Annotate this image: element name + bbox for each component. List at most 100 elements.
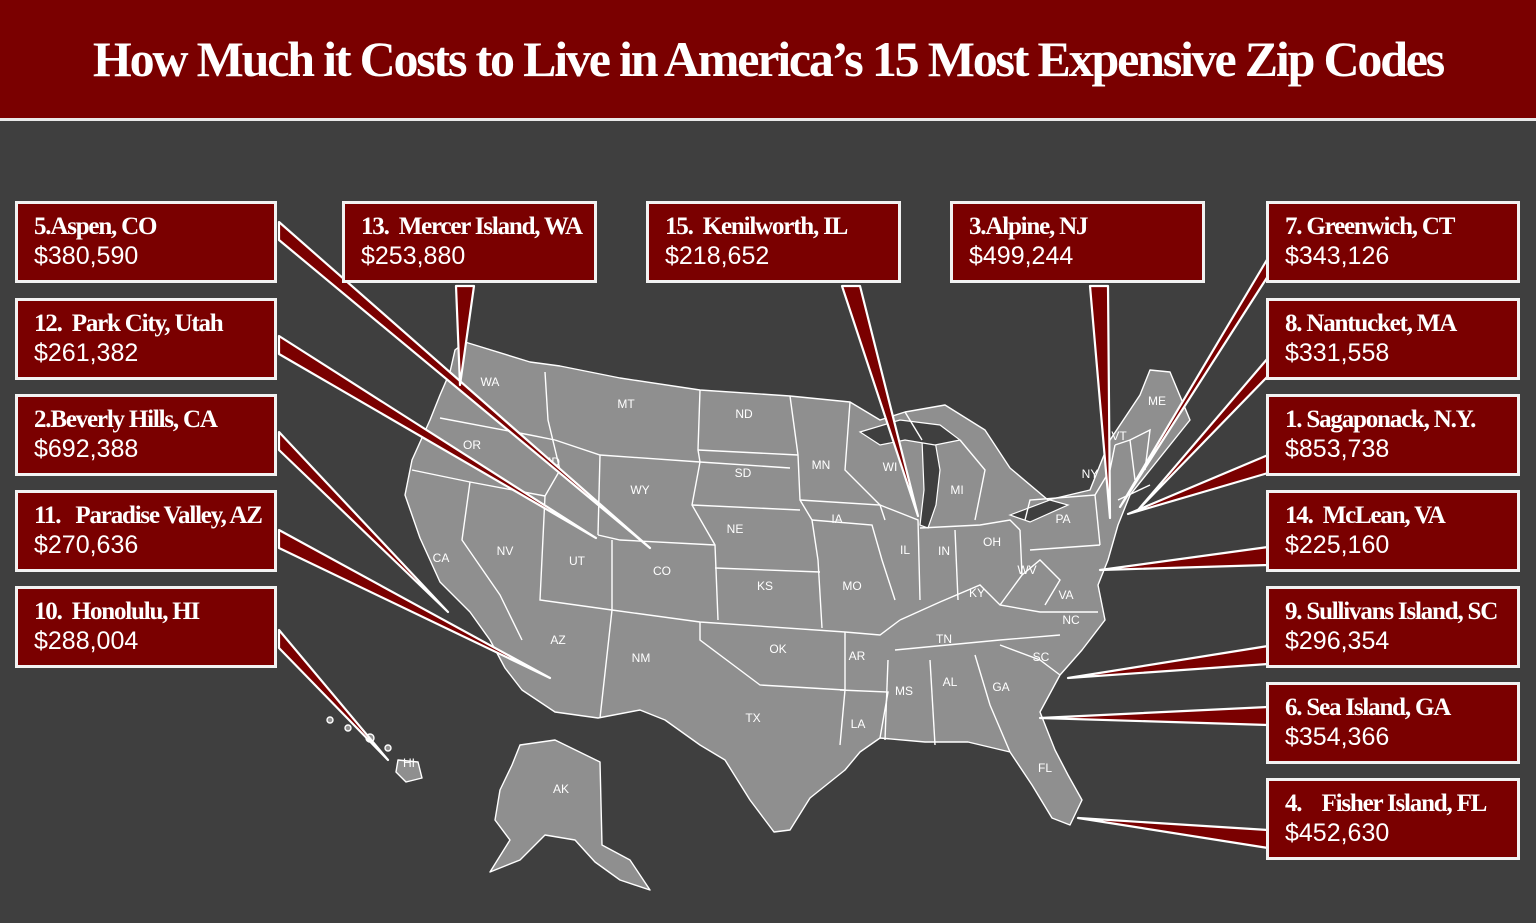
zip-card-alpine: 3.Alpine, NJ $499,244 (950, 201, 1205, 283)
callout-pointer (277, 430, 450, 614)
callout-pointer (454, 284, 476, 387)
state-label-wy: WY (630, 483, 649, 497)
state-label-pa: PA (1055, 512, 1070, 526)
state-label-ar: AR (849, 649, 866, 663)
zip-name: 6. Sea Island, GA (1285, 694, 1451, 721)
state-label-tx: TX (745, 711, 760, 725)
state-label-ok: OK (769, 642, 786, 656)
zip-name: 9. Sullivans Island, SC (1285, 598, 1498, 625)
zip-price: $218,652 (665, 242, 770, 270)
alaska-shape (489, 739, 651, 891)
zip-price: $499,244 (969, 242, 1074, 270)
zip-name: 2.Beverly Hills, CA (34, 406, 218, 433)
zip-price: $296,354 (1285, 627, 1390, 655)
state-label-nc: NC (1062, 613, 1080, 627)
state-label-nd: ND (735, 407, 753, 421)
state-label-tn: TN (936, 632, 952, 646)
zip-card-paradise-valley: 11. Paradise Valley, AZ $270,636 (15, 490, 277, 572)
state-label-nv: NV (497, 544, 514, 558)
state-label-mn: MN (812, 458, 831, 472)
state-label-nm: NM (632, 651, 651, 665)
zip-name: 15. Kenilworth, IL (665, 213, 848, 240)
zip-card-park-city: 12. Park City, Utah $261,382 (15, 298, 277, 380)
callout-pointer (1088, 284, 1112, 520)
state-label-ne: NE (727, 522, 744, 536)
callout-pointer (1076, 816, 1270, 850)
state-label-ca: CA (433, 551, 450, 565)
state-label-wi: WI (883, 460, 898, 474)
title-banner (0, 0, 1536, 121)
zip-price: $288,004 (34, 627, 139, 655)
zip-card-sullivans-island: 9. Sullivans Island, SC $296,354 (1266, 586, 1520, 668)
zip-price: $354,366 (1285, 723, 1390, 751)
state-label-ks: KS (757, 579, 773, 593)
zip-name: 12. Park City, Utah (34, 310, 224, 337)
state-label-fl: FL (1038, 761, 1052, 775)
state-label-ny: NY (1082, 467, 1099, 481)
state-label-vt: VT (1111, 429, 1127, 443)
hawaii-shape (326, 716, 423, 783)
callout-pointer (277, 220, 652, 550)
zip-name: 8. Nantucket, MA (1285, 310, 1457, 337)
state-label-sc: SC (1033, 650, 1050, 664)
zip-name: 7. Greenwich, CT (1285, 213, 1455, 240)
zip-price: $692,388 (34, 435, 139, 463)
zip-card-beverly-hills: 2.Beverly Hills, CA $692,388 (15, 394, 277, 476)
state-label-il: IL (900, 543, 910, 557)
state-label-or: OR (463, 438, 481, 452)
zip-name: 14. McLean, VA (1285, 502, 1446, 529)
state-label-mt: MT (617, 397, 635, 411)
zip-card-fisher-island: 4. Fisher Island, FL $452,630 (1266, 778, 1520, 860)
state-label-mi: MI (950, 483, 963, 497)
callout-pointer (1098, 545, 1270, 572)
state-label-az: AZ (550, 633, 565, 647)
callout-pointer (277, 334, 598, 540)
state-label-ms: MS (895, 684, 913, 698)
state-label-wv: WV (1017, 563, 1036, 577)
callout-pointer (840, 284, 920, 518)
state-label-la: LA (851, 717, 866, 731)
zip-card-aspen: 5.Aspen, CO $380,590 (15, 201, 277, 283)
state-label-ia: IA (831, 512, 842, 526)
state-label-ga: GA (992, 680, 1009, 694)
zip-name: 5.Aspen, CO (34, 213, 157, 240)
state-label-ut: UT (569, 554, 586, 568)
zip-price: $853,738 (1285, 435, 1390, 463)
state-label-in: IN (938, 544, 950, 558)
zip-card-greenwich: 7. Greenwich, CT $343,126 (1266, 201, 1520, 283)
state-label-wa: WA (481, 375, 500, 389)
state-label-al: AL (943, 675, 958, 689)
zip-name: 1. Sagaponack, N.Y. (1285, 406, 1476, 433)
zip-name: 4. Fisher Island, FL (1285, 790, 1487, 817)
zip-card-mclean: 14. McLean, VA $225,160 (1266, 490, 1520, 572)
zip-card-honolulu: 10. Honolulu, HI $288,004 (15, 586, 277, 668)
zip-card-sagaponack: 1. Sagaponack, N.Y. $853,738 (1266, 394, 1520, 476)
zip-card-sea-island: 6. Sea Island, GA $354,366 (1266, 682, 1520, 764)
state-label-sd: SD (735, 466, 752, 480)
zip-price: $452,630 (1285, 819, 1390, 847)
zip-price: $253,880 (361, 242, 466, 270)
zip-price: $343,126 (1285, 242, 1390, 270)
callout-pointer (1066, 644, 1270, 680)
zip-card-nantucket: 8. Nantucket, MA $331,558 (1266, 298, 1520, 380)
state-label-me: ME (1148, 394, 1166, 408)
zip-name: 11. Paradise Valley, AZ (34, 502, 263, 529)
state-borders (411, 371, 1151, 753)
state-label-va: VA (1058, 588, 1073, 602)
state-label-hi: HI (403, 756, 415, 770)
state-label-co: CO (653, 564, 671, 578)
state-label-oh: OH (983, 535, 1001, 549)
state-label-ky: KY (969, 586, 985, 600)
callout-pointer (277, 528, 552, 680)
zip-price: $261,382 (34, 339, 139, 367)
zip-price: $380,590 (34, 242, 139, 270)
state-label-ak: AK (553, 782, 569, 796)
zip-name: 13. Mercer Island, WA (361, 213, 583, 240)
zip-name: 10. Honolulu, HI (34, 598, 200, 625)
zip-card-kenilworth: 15. Kenilworth, IL $218,652 (646, 201, 901, 283)
lake-erie (1008, 499, 1070, 523)
page-title: How Much it Costs to Live in America’s 1… (92, 31, 1445, 87)
callout-pointer (1038, 705, 1270, 727)
